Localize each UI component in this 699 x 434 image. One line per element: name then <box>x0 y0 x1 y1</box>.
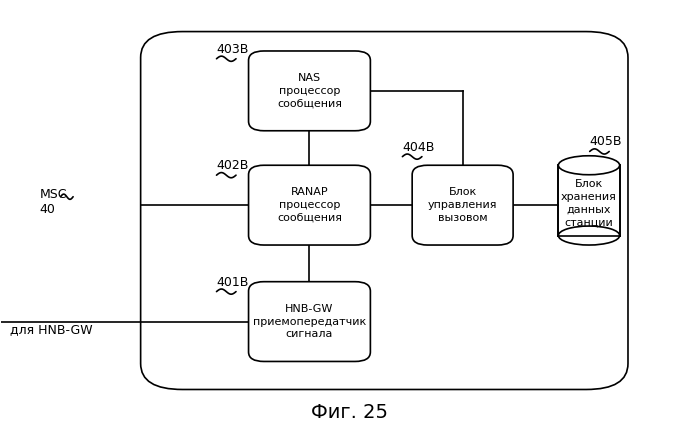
Text: Блок
управления
вызовом: Блок управления вызовом <box>428 187 498 223</box>
Text: MSC
40: MSC 40 <box>40 188 67 216</box>
FancyBboxPatch shape <box>249 282 370 362</box>
FancyBboxPatch shape <box>559 165 619 236</box>
Text: 401B: 401B <box>217 276 249 289</box>
Text: Блок
хранения
данных
станции: Блок хранения данных станции <box>561 179 617 227</box>
Text: NAS
процессор
сообщения: NAS процессор сообщения <box>277 73 342 108</box>
Text: 405B: 405B <box>590 135 622 148</box>
Ellipse shape <box>559 226 619 245</box>
Text: Фиг. 25: Фиг. 25 <box>311 403 388 422</box>
FancyBboxPatch shape <box>249 51 370 131</box>
Text: HNB-GW
приемопередатчик
сигнала: HNB-GW приемопередатчик сигнала <box>253 304 366 339</box>
Text: 402B: 402B <box>217 159 249 172</box>
Text: 404B: 404B <box>403 141 435 154</box>
Text: 403B: 403B <box>217 43 249 56</box>
Ellipse shape <box>559 156 619 175</box>
Text: для HNB-GW: для HNB-GW <box>10 322 92 335</box>
FancyBboxPatch shape <box>249 165 370 245</box>
FancyBboxPatch shape <box>412 165 513 245</box>
Text: RANAP
процессор
сообщения: RANAP процессор сообщения <box>277 187 342 223</box>
FancyBboxPatch shape <box>140 32 628 389</box>
